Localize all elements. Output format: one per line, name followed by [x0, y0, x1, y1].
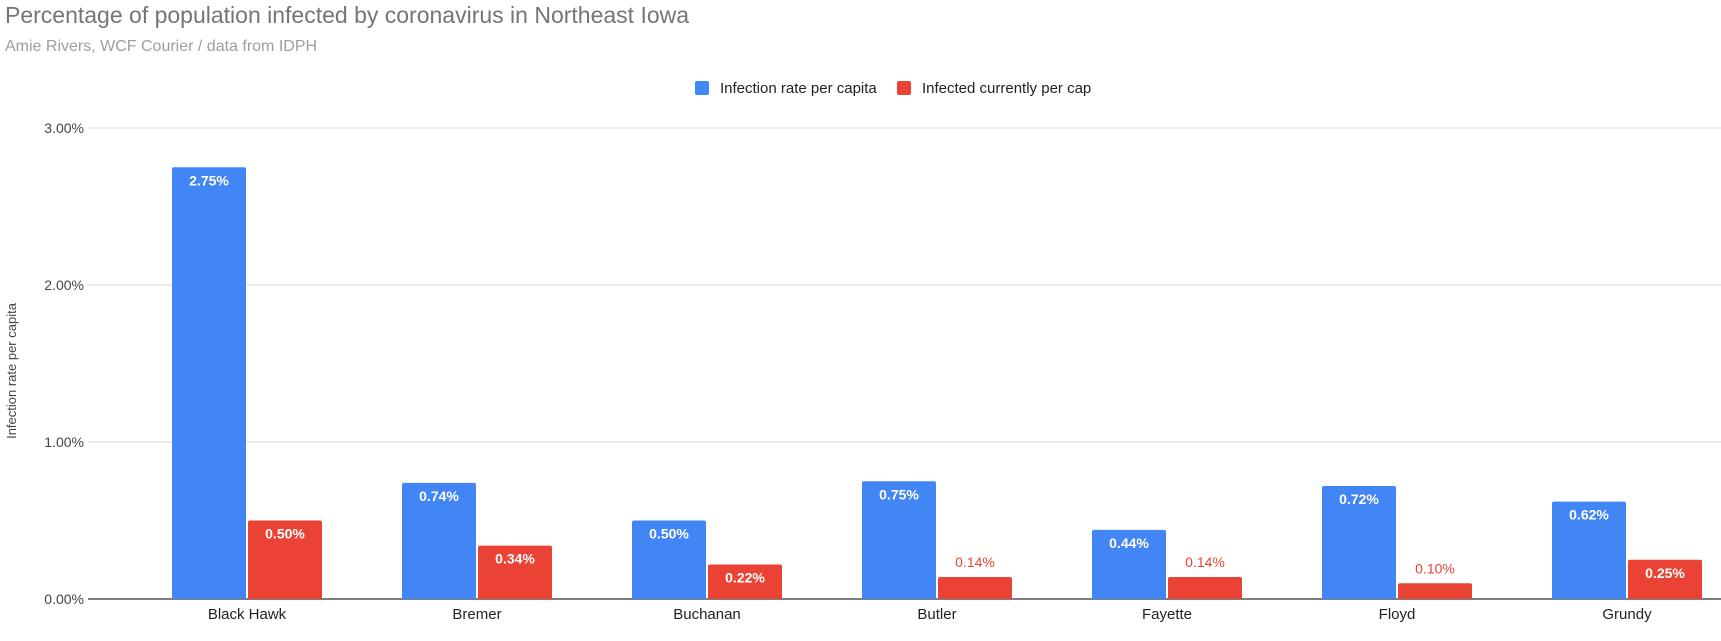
data-label: 0.25% [1645, 565, 1685, 581]
bar-infected-currently[interactable] [1628, 559, 1702, 599]
bar-infection-rate[interactable] [1552, 501, 1626, 599]
data-label: 2.75% [189, 172, 229, 188]
bar-infected-currently[interactable] [708, 564, 782, 599]
y-axis-ticks: 0.00% 1.00% 2.00% 3.00% [44, 120, 84, 607]
x-tick-label: Floyd [1379, 606, 1416, 623]
y-tick-label: 1.00% [44, 434, 84, 450]
data-label: 0.34% [495, 551, 535, 567]
legend-swatch [897, 81, 911, 95]
bar-infection-rate[interactable] [1322, 485, 1396, 599]
bar-infected-currently[interactable] [1168, 577, 1242, 599]
data-label: 0.44% [1109, 535, 1149, 551]
chart-subtitle: Amie Rivers, WCF Courier / data from IDP… [5, 38, 318, 55]
chart-title: Percentage of population infected by cor… [5, 2, 690, 28]
bar-infected-currently[interactable] [938, 577, 1012, 599]
x-tick-label: Butler [917, 606, 956, 623]
bar-infected-currently[interactable] [478, 545, 552, 599]
data-label: 0.72% [1339, 491, 1379, 507]
y-tick-label: 0.00% [44, 591, 84, 607]
legend-swatch [695, 81, 709, 95]
data-label: 0.74% [419, 488, 459, 504]
y-axis-label: Infection rate per capita [4, 302, 19, 439]
data-label: 0.22% [725, 569, 765, 585]
legend[interactable]: Infection rate per capita Infected curren… [695, 80, 1091, 97]
bars [172, 167, 1702, 599]
bar-infection-rate[interactable] [632, 520, 706, 600]
x-axis-ticks: Black Hawk Bremer Buchanan Butler Fayette Flo… [208, 606, 1652, 623]
bar-infected-currently[interactable] [248, 520, 322, 600]
bar-infection-rate[interactable] [862, 481, 936, 599]
bar-infected-currently[interactable] [1398, 583, 1472, 599]
bar-infection-rate[interactable] [1092, 529, 1166, 599]
y-tick-label: 3.00% [44, 120, 84, 136]
data-label: 0.50% [265, 526, 305, 542]
x-tick-label: Buchanan [673, 606, 741, 623]
legend-label[interactable]: Infection rate per capita [720, 80, 877, 97]
x-tick-label: Black Hawk [208, 606, 287, 623]
data-label: 0.62% [1569, 507, 1609, 523]
legend-label[interactable]: Infected currently per cap [922, 80, 1091, 97]
data-label: 0.75% [879, 486, 919, 502]
x-tick-label: Fayette [1142, 606, 1192, 623]
data-label: 0.50% [649, 526, 689, 542]
data-labels: 2.75% 0.50% 0.74% 0.34% 0.50% 0.22% 0.75% 0.14%… [189, 172, 1685, 585]
bar-infection-rate[interactable] [172, 167, 246, 599]
bar-infection-rate[interactable] [402, 482, 476, 599]
data-label: 0.10% [1415, 560, 1455, 576]
x-tick-label: Bremer [452, 606, 501, 623]
data-label: 0.14% [955, 554, 995, 570]
data-label: 0.14% [1185, 554, 1225, 570]
x-tick-label: Grundy [1602, 606, 1652, 623]
y-tick-label: 2.00% [44, 277, 84, 293]
